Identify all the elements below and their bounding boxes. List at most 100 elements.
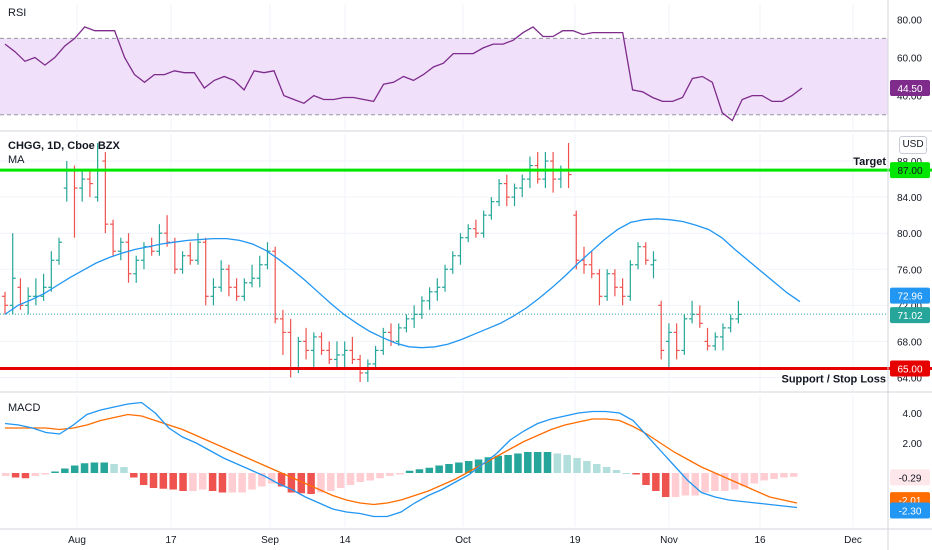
price-bar[interactable]	[550, 152, 557, 193]
macd-histogram-bar[interactable]	[297, 473, 306, 494]
macd-histogram-bar[interactable]	[336, 473, 345, 488]
price-bar[interactable]	[403, 314, 410, 333]
macd-histogram-bar[interactable]	[396, 473, 404, 475]
price-bar[interactable]	[588, 251, 595, 279]
price-bar[interactable]	[665, 323, 672, 369]
price-bar[interactable]	[349, 336, 356, 364]
macd-histogram-bar[interactable]	[100, 462, 109, 474]
price-bar[interactable]	[704, 327, 711, 351]
macd-histogram-bar[interactable]	[258, 473, 266, 487]
macd-histogram-bar[interactable]	[632, 473, 640, 475]
macd-histogram-bar[interactable]	[346, 473, 355, 485]
price-bar[interactable]	[457, 233, 464, 265]
macd-histogram-bar[interactable]	[356, 473, 365, 482]
macd-histogram-bar[interactable]	[287, 473, 296, 493]
price-bar[interactable]	[233, 278, 240, 301]
price-bar[interactable]	[519, 174, 526, 198]
macd-histogram-bar[interactable]	[61, 468, 69, 474]
macd-histogram-bar[interactable]	[602, 467, 611, 473]
macd-histogram-bar[interactable]	[740, 473, 749, 487]
macd-histogram-bar[interactable]	[189, 473, 197, 491]
macd-histogram-bar[interactable]	[208, 473, 217, 491]
price-bar[interactable]	[696, 305, 703, 328]
macd-histogram-bar[interactable]	[661, 473, 670, 497]
macd-histogram-bar[interactable]	[277, 473, 286, 487]
macd-histogram-bar[interactable]	[199, 473, 207, 490]
price-bar[interactable]	[249, 264, 256, 288]
macd-histogram-bar[interactable]	[228, 473, 237, 493]
macd-histogram-bar[interactable]	[366, 473, 374, 481]
price-bar[interactable]	[187, 242, 194, 265]
price-bar[interactable]	[48, 251, 55, 292]
macd-histogram-bar[interactable]	[51, 471, 59, 474]
macd-histogram-bar[interactable]	[218, 473, 227, 493]
macd-histogram-bar[interactable]	[425, 467, 434, 473]
macd-histogram-bar[interactable]	[583, 461, 591, 473]
price-bar[interactable]	[63, 161, 70, 202]
macd-histogram-bar[interactable]	[691, 473, 700, 496]
macd-histogram-bar[interactable]	[120, 467, 128, 473]
price-bar[interactable]	[426, 287, 433, 310]
price-bar[interactable]	[241, 278, 248, 301]
macd-histogram-bar[interactable]	[139, 473, 148, 485]
price-bar[interactable]	[40, 273, 47, 301]
macd-histogram-bar[interactable]	[80, 463, 89, 473]
macd-histogram-bar[interactable]	[31, 473, 40, 476]
signal-line[interactable]	[5, 413, 798, 506]
price-bar[interactable]	[140, 242, 147, 270]
price-bar[interactable]	[434, 278, 441, 301]
price-bar[interactable]	[472, 219, 479, 238]
price-bar[interactable]	[673, 323, 680, 360]
price-bar[interactable]	[333, 341, 340, 369]
price-bar[interactable]	[418, 296, 425, 319]
price-bar[interactable]	[573, 210, 580, 270]
price-bar[interactable]	[650, 251, 657, 279]
macd-histogram-bar[interactable]	[41, 473, 49, 475]
macd-histogram-bar[interactable]	[770, 473, 778, 479]
price-bar[interactable]	[79, 170, 86, 202]
price-bar[interactable]	[156, 224, 163, 256]
price-bar[interactable]	[488, 197, 495, 220]
price-bar[interactable]	[604, 269, 611, 301]
macd-histogram-bar[interactable]	[721, 473, 729, 491]
macd-histogram-bar[interactable]	[563, 455, 571, 473]
price-bar[interactable]	[658, 300, 665, 360]
macd-histogram-bar[interactable]	[573, 458, 581, 473]
price-bar[interactable]	[171, 237, 178, 274]
macd-histogram-bar[interactable]	[435, 465, 443, 474]
price-bar[interactable]	[395, 323, 402, 346]
ma-line[interactable]	[4, 218, 801, 349]
price-bar[interactable]	[9, 233, 16, 315]
price-bar[interactable]	[727, 314, 734, 333]
price-bar[interactable]	[318, 332, 325, 355]
macd-histogram-bar[interactable]	[464, 461, 473, 473]
macd-histogram-bar[interactable]	[790, 473, 798, 477]
macd-histogram-bar[interactable]	[327, 473, 335, 491]
macd-histogram-bar[interactable]	[405, 470, 414, 473]
macd-histogram-bar[interactable]	[514, 453, 522, 474]
ma-indicator-label[interactable]: MA	[8, 154, 25, 166]
symbol-title[interactable]: CHGG, 1D, Cboe BZX	[8, 140, 120, 152]
macd-histogram-bar[interactable]	[671, 473, 680, 497]
price-bar[interactable]	[689, 300, 696, 324]
rsi-pane[interactable]: 40.00 60.00 80.00 44.50	[0, 4, 930, 130]
macd-histogram-bar[interactable]	[445, 464, 453, 473]
price-bar[interactable]	[534, 152, 541, 184]
macd-histogram-bar[interactable]	[642, 473, 650, 485]
price-bar[interactable]	[735, 300, 742, 324]
macd-histogram-bar[interactable]	[415, 469, 424, 473]
macd-line[interactable]	[4, 401, 798, 518]
price-bar[interactable]	[719, 323, 726, 351]
price-bar[interactable]	[596, 269, 603, 306]
price-bar[interactable]	[642, 242, 649, 265]
currency-selector[interactable]: USD	[899, 136, 927, 154]
macd-histogram-bar[interactable]	[455, 462, 463, 474]
price-bar[interactable]	[364, 359, 371, 382]
macd-histogram-bar[interactable]	[159, 473, 168, 489]
price-bar[interactable]	[256, 255, 263, 288]
price-bar[interactable]	[225, 264, 232, 297]
macd-histogram-bar[interactable]	[169, 473, 177, 490]
price-bar[interactable]	[202, 237, 209, 306]
price-bar[interactable]	[627, 260, 634, 301]
